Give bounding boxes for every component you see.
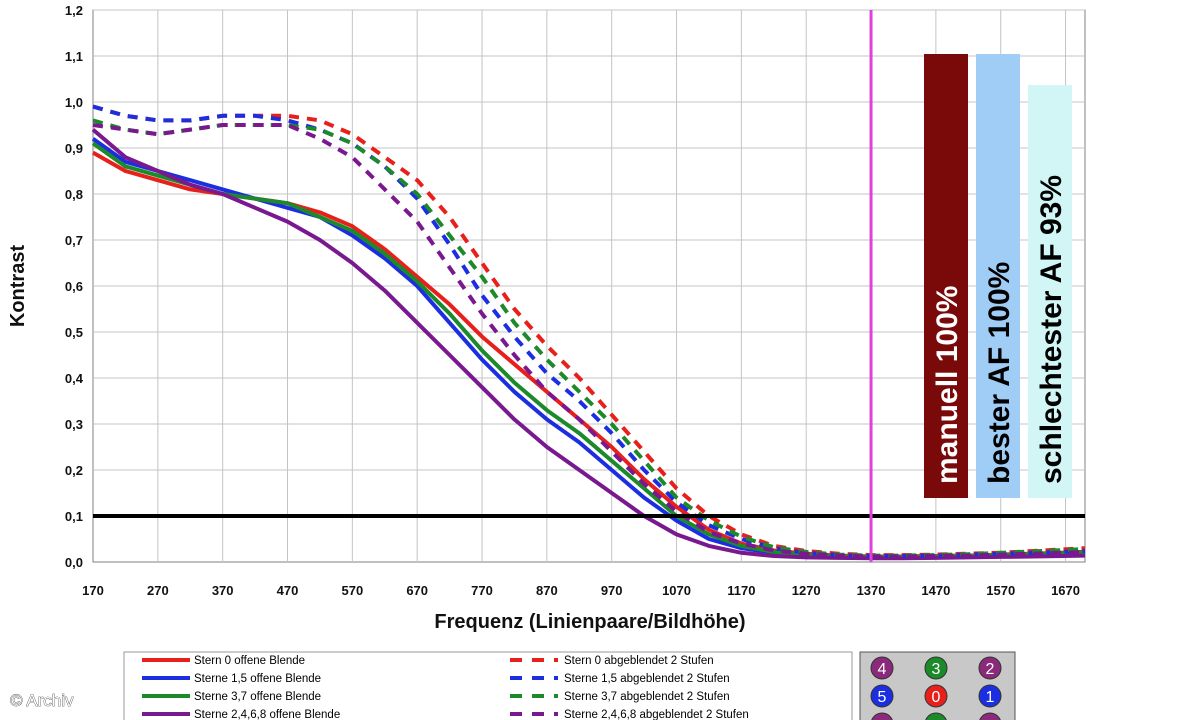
af-bar-label: schlechtester AF 93% [1035,175,1068,484]
star-badge [979,712,1001,720]
credit-text: © Archiv [10,691,74,710]
af-bar [1028,85,1072,498]
series-line [92,123,1086,559]
y-tick-label: 1,1 [65,49,83,64]
legend-label: Sterne 3,7 abgeblendet 2 Stufen [564,691,730,703]
x-tick-label: 1670 [1051,583,1080,598]
y-tick-label: 0,4 [65,371,84,386]
legend-label: Sterne 2,4,6,8 abgeblendet 2 Stufen [564,709,749,720]
y-tick-label: 0,7 [65,233,83,248]
x-tick-label: 170 [82,583,104,598]
x-tick-label: 670 [406,583,428,598]
star-badge [870,684,894,708]
af-bar-label: manuell 100% [931,286,964,484]
series-lines [91,10,1086,562]
star-badge [924,656,948,680]
y-tick-label: 0,8 [65,187,83,202]
y-tick-label: 0,5 [65,325,83,340]
legend-box [123,651,853,720]
x-tick-label: 570 [341,583,363,598]
series-line [92,104,1086,558]
y-tick-label: 0,2 [65,463,83,478]
legend-label: Sterne 3,7 offene Blende [194,691,321,703]
star-badge-label: 2 [986,661,995,678]
y-axis-label: Kontrast [7,245,29,328]
grid [92,9,1086,563]
y-tick-label: 0,6 [65,279,83,294]
x-tick-label: 1370 [857,583,886,598]
star-badge-label: 5 [878,689,887,706]
x-tick-label: 970 [601,583,623,598]
y-tick-label: 0,3 [65,417,83,432]
af-bars: manuell 100% bester AF 100% schlechtester … [924,54,1072,498]
star-badge [871,712,893,720]
star-badge [925,712,947,720]
y-tick-label: 0,0 [65,555,83,570]
star-badge [924,684,948,708]
legend-label: Sterne 2,4,6,8 offene Blende [194,709,340,720]
legend-label: Sterne 1,5 offene Blende [194,673,321,685]
star-badge [978,684,1002,708]
star-badge-label: 0 [932,689,941,706]
series-line [91,128,1086,561]
x-tick-label: 1070 [662,583,691,598]
af-bar [976,54,1020,498]
y-tick-label: 0,1 [65,509,83,524]
x-tick-label: 1170 [727,583,755,598]
legend-label: Sterne 1,5 abgeblendet 2 Stufen [564,673,730,685]
star-badge [978,656,1002,680]
x-tick-label: 1470 [921,583,950,598]
star-position-key: 4 3 2 5 0 1 [859,651,1016,720]
star-badge-label: 1 [986,689,995,706]
axes: 170 270 370 470 570 670 770 870 970 1070 1170 1270 1… [65,3,1080,598]
x-tick-label: 270 [147,583,169,598]
y-tick-label: 0,9 [65,141,83,156]
y-tick-label: 1,2 [65,3,83,18]
x-tick-label: 370 [212,583,234,598]
x-tick-label: 1570 [986,583,1015,598]
x-tick-label: 1270 [792,583,821,598]
x-axis-label: Frequenz (Linienpaare/Bildhöhe) [434,611,745,633]
af-bar [924,54,968,498]
star-badge-label: 4 [878,661,887,678]
x-tick-label: 470 [277,583,299,598]
legend-label: Stern 0 abgeblendet 2 Stufen [564,655,714,667]
legend: Stern 0 offene Blende Sterne 1,5 offene B… [123,651,853,720]
legend-label: Stern 0 offene Blende [194,655,305,667]
star-badge [870,656,894,680]
x-tick-label: 870 [536,583,558,598]
y-tick-label: 1,0 [65,95,83,110]
star-badge-label: 3 [932,661,941,678]
af-bar-label: bester AF 100% [983,262,1016,484]
x-tick-label: 770 [471,583,493,598]
